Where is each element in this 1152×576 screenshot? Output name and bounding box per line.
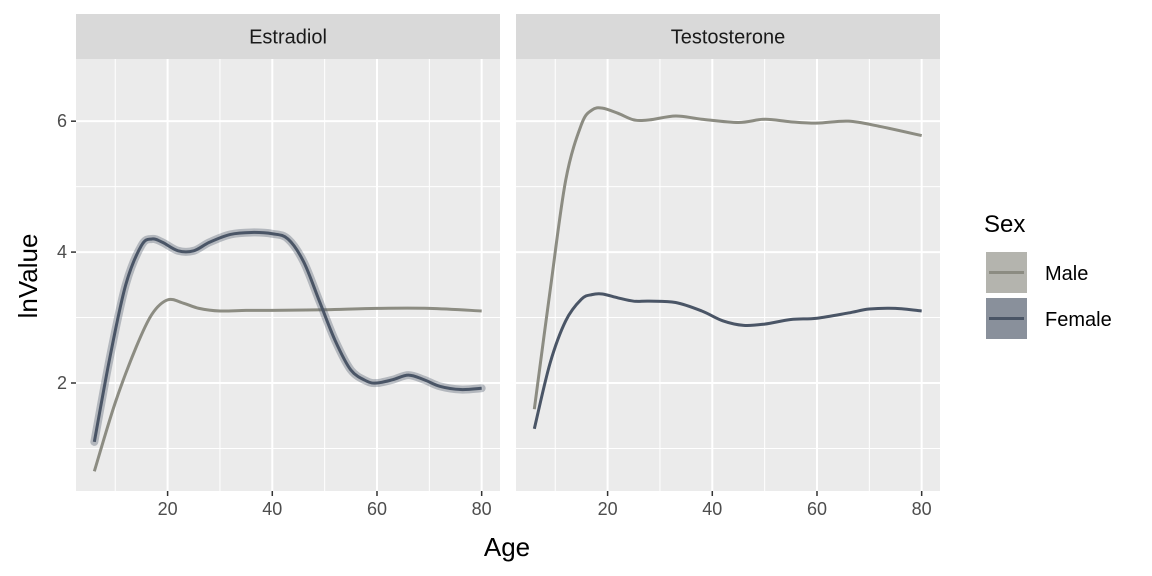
- y-tick-label: 4: [57, 242, 67, 262]
- series-line-male: [92, 297, 482, 472]
- facet-strip-label: Estradiol: [249, 27, 327, 49]
- legend-title: Sex: [984, 211, 1025, 238]
- x-tick-label: 20: [158, 499, 178, 519]
- x-tick-label: 60: [807, 499, 827, 519]
- plot-background: [516, 59, 940, 491]
- panel-testosterone: Testosterone 20 40 60 80: [516, 14, 940, 519]
- x-tick-label: 60: [367, 499, 387, 519]
- x-tick-label: 40: [262, 499, 282, 519]
- facet-strip: [516, 14, 940, 59]
- facet-strip: [76, 14, 500, 59]
- x-axis-title: Age: [484, 532, 530, 562]
- y-axis-title: lnValue: [13, 234, 43, 319]
- legend-entry-male: Male: [984, 250, 1088, 295]
- panel-estradiol: Estradiol 20 40 60 80 2 4 6: [57, 14, 500, 519]
- x-tick-label: 40: [702, 499, 722, 519]
- legend-label: Male: [1045, 263, 1088, 285]
- series-line-female: [92, 230, 482, 443]
- facet-strip-label: Testosterone: [671, 27, 786, 49]
- legend-entry-female: Female: [984, 296, 1112, 341]
- series-line-female: [532, 292, 922, 430]
- x-tick-label: 80: [472, 499, 492, 519]
- series-line-male: [532, 106, 923, 410]
- legend: Sex Male Female: [984, 211, 1112, 341]
- x-tick-label: 80: [912, 499, 932, 519]
- plot-background: [76, 59, 500, 491]
- y-tick-label: 6: [57, 111, 67, 131]
- panels-layer: Estradiol 20 40 60 80 2 4 6 Testosterone 20 40 60 80: [57, 14, 940, 519]
- y-tick-label: 2: [57, 373, 67, 393]
- legend-entries: Male Female: [984, 250, 1112, 341]
- legend-label: Female: [1045, 309, 1112, 331]
- x-tick-label: 20: [598, 499, 618, 519]
